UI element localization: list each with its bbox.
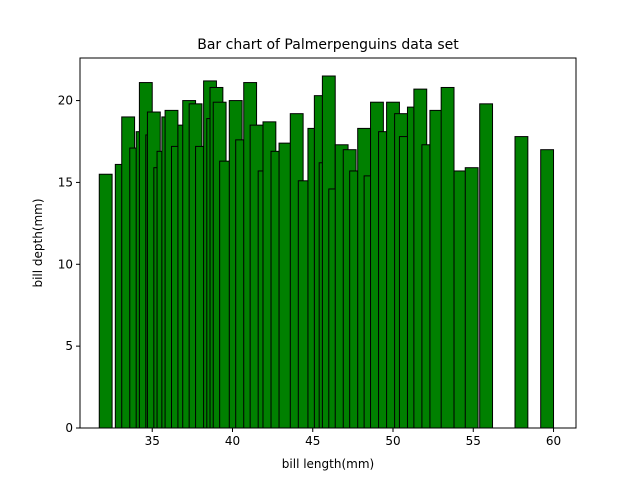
- x-tick-label: 60: [546, 434, 561, 448]
- chart-title: Bar chart of Palmerpenguins data set: [197, 37, 459, 53]
- plot-frame: [79, 57, 577, 429]
- y-tick-label: 10: [58, 257, 73, 271]
- x-tick-label: 40: [225, 434, 240, 448]
- x-tick-label: 35: [145, 434, 160, 448]
- y-tick-label: 0: [65, 421, 73, 435]
- y-ticks-group: 0 5 10 15 20: [58, 94, 80, 435]
- bar: [479, 103, 494, 429]
- bars-group: [98, 75, 555, 429]
- x-tick-label: 45: [305, 434, 320, 448]
- x-tick-label: 50: [385, 434, 400, 448]
- y-tick-label: 20: [58, 94, 73, 108]
- y-tick-label: 15: [58, 175, 73, 189]
- x-tick-label: 55: [466, 434, 481, 448]
- bar: [440, 86, 455, 429]
- y-tick-label: 5: [65, 339, 73, 353]
- y-axis-label: bill depth(mm): [31, 198, 45, 287]
- x-ticks-group: 35 40 45 50 55 60: [145, 428, 561, 448]
- x-axis-label: bill length(mm): [282, 457, 374, 471]
- bar: [98, 173, 113, 429]
- bar: [514, 136, 529, 429]
- bar: [540, 149, 555, 429]
- bar: [464, 167, 479, 429]
